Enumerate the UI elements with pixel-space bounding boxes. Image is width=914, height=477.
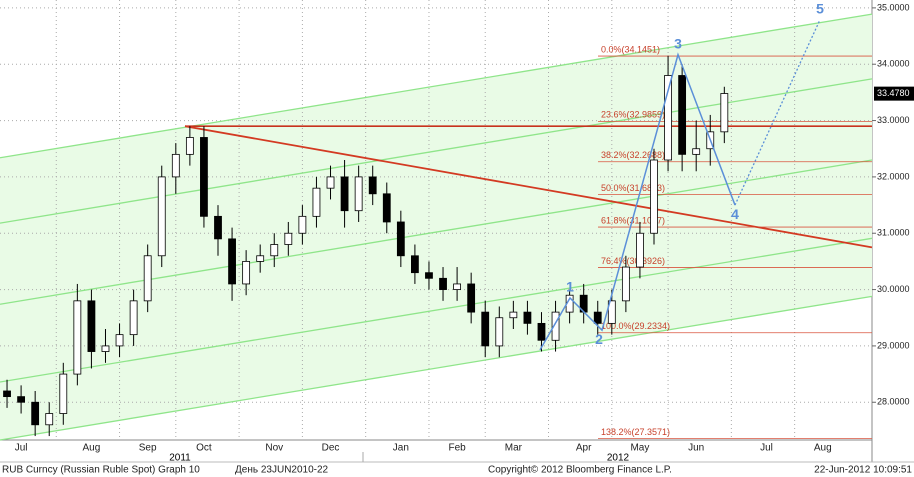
candle-body	[59, 373, 68, 414]
fib-label: 23.6%(32.9859)	[601, 110, 665, 120]
fib-label: 100.0%(29.2334)	[601, 321, 670, 331]
x-tick-label: Nov	[265, 443, 283, 454]
x-tick-label: May	[630, 443, 649, 454]
last-price-tag	[874, 86, 914, 101]
footer-range: День 23JUN2010-22	[235, 465, 329, 476]
candle-body	[73, 300, 82, 375]
year-label: 2012	[607, 453, 630, 464]
candle-body	[678, 75, 687, 155]
wave-label: 3	[674, 35, 682, 51]
candle-body	[481, 311, 490, 347]
x-tick-label: Aug	[83, 443, 101, 454]
candle-body	[214, 215, 222, 240]
candle-body	[171, 153, 180, 178]
channel-fill	[0, 14, 872, 441]
candle-body	[453, 283, 461, 290]
candle-body	[298, 215, 307, 234]
y-tick-label: 29.0000	[877, 340, 910, 350]
candle-body	[439, 277, 447, 290]
candle-body	[242, 261, 251, 285]
fib-label: 76.4%(30.3926)	[601, 256, 665, 266]
footer-security: RUB Curncy (Russian Ruble Spot) Graph 10	[2, 465, 200, 476]
wave-label: 4	[731, 206, 739, 222]
candle-body	[636, 232, 644, 268]
candle-body	[411, 255, 419, 274]
candle-body	[200, 137, 208, 217]
candle-body	[467, 283, 476, 313]
candle-body	[256, 255, 265, 262]
x-tick-label: Oct	[196, 443, 212, 454]
y-tick-label: 34.0000	[877, 59, 910, 69]
candle-body	[45, 413, 54, 426]
candle-body	[368, 176, 377, 195]
y-tick-label: 28.0000	[877, 397, 910, 407]
x-tick-label: Sep	[139, 443, 157, 454]
y-tick-label: 30.0000	[877, 284, 910, 294]
candle-body	[354, 176, 363, 212]
x-tick-label: Feb	[448, 443, 466, 454]
candle-body	[692, 148, 701, 155]
footer-copyright: Copyright© 2012 Bloomberg Finance L.P.	[488, 465, 672, 476]
fib-label: 50.0%(31.6893)	[601, 183, 665, 193]
last-price-label: 33.4780	[877, 88, 910, 98]
candle-body	[157, 176, 166, 257]
candle-body	[537, 322, 546, 341]
candle-body	[270, 244, 279, 257]
candle-body	[340, 176, 349, 212]
y-tick-label: 33.0000	[877, 115, 910, 125]
channel-line	[0, 13, 873, 159]
candle-body	[607, 300, 616, 324]
candle-body	[664, 75, 672, 161]
x-tick-label: Jun	[688, 443, 704, 454]
candle-body	[523, 311, 532, 324]
trend-line	[184, 125, 873, 249]
candle-body	[87, 300, 96, 352]
candle-body	[17, 396, 25, 403]
x-tick-label: Apr	[576, 443, 592, 454]
year-label: 2011	[169, 453, 191, 464]
x-tick-label: Jul	[15, 443, 28, 454]
candle-body	[593, 311, 602, 324]
candle-body	[31, 401, 40, 426]
candle-body	[509, 311, 518, 319]
wave-label: 5	[816, 0, 824, 16]
wave-line	[539, 52, 736, 351]
candle-body	[650, 159, 658, 234]
y-tick-label: 31.0000	[877, 228, 910, 238]
candle-body	[129, 300, 138, 336]
candle-body	[621, 266, 630, 302]
x-tick-label: Jul	[760, 443, 773, 454]
y-tick-label: 32.0000	[877, 171, 910, 181]
wave-projection	[734, 19, 821, 206]
candle-body	[3, 390, 11, 398]
fib-label: 138.2%(27.3571)	[601, 427, 670, 437]
fib-label: 38.2%(32.2688)	[601, 150, 665, 160]
candle-body	[143, 255, 152, 302]
candle-body	[185, 137, 194, 155]
candle-body	[720, 93, 729, 133]
candle-body	[425, 272, 433, 279]
candle-body	[115, 334, 124, 347]
x-tick-label: Dec	[322, 443, 340, 454]
x-tick-label: Aug	[814, 443, 832, 454]
candle-body	[551, 311, 560, 341]
candle-body	[228, 238, 236, 285]
wave-label: 1	[566, 279, 574, 295]
candle-body	[284, 232, 293, 245]
candle-body	[396, 221, 405, 257]
candle-body	[326, 176, 335, 189]
candle-body	[382, 193, 391, 223]
channel-line	[0, 295, 873, 441]
channel-line	[0, 237, 873, 383]
fib-label: 0.0%(34.1451)	[601, 44, 660, 54]
y-tick-label: 35.0000	[877, 2, 910, 12]
footer-timestamp: 22-Jun-2012 10:09:51	[814, 465, 912, 476]
candle-body	[495, 317, 504, 347]
x-tick-label: Jan	[393, 443, 409, 454]
candle-body	[312, 187, 321, 217]
x-tick-label: Mar	[505, 443, 523, 454]
candle-body	[101, 345, 110, 352]
wave-label: 2	[595, 331, 603, 347]
